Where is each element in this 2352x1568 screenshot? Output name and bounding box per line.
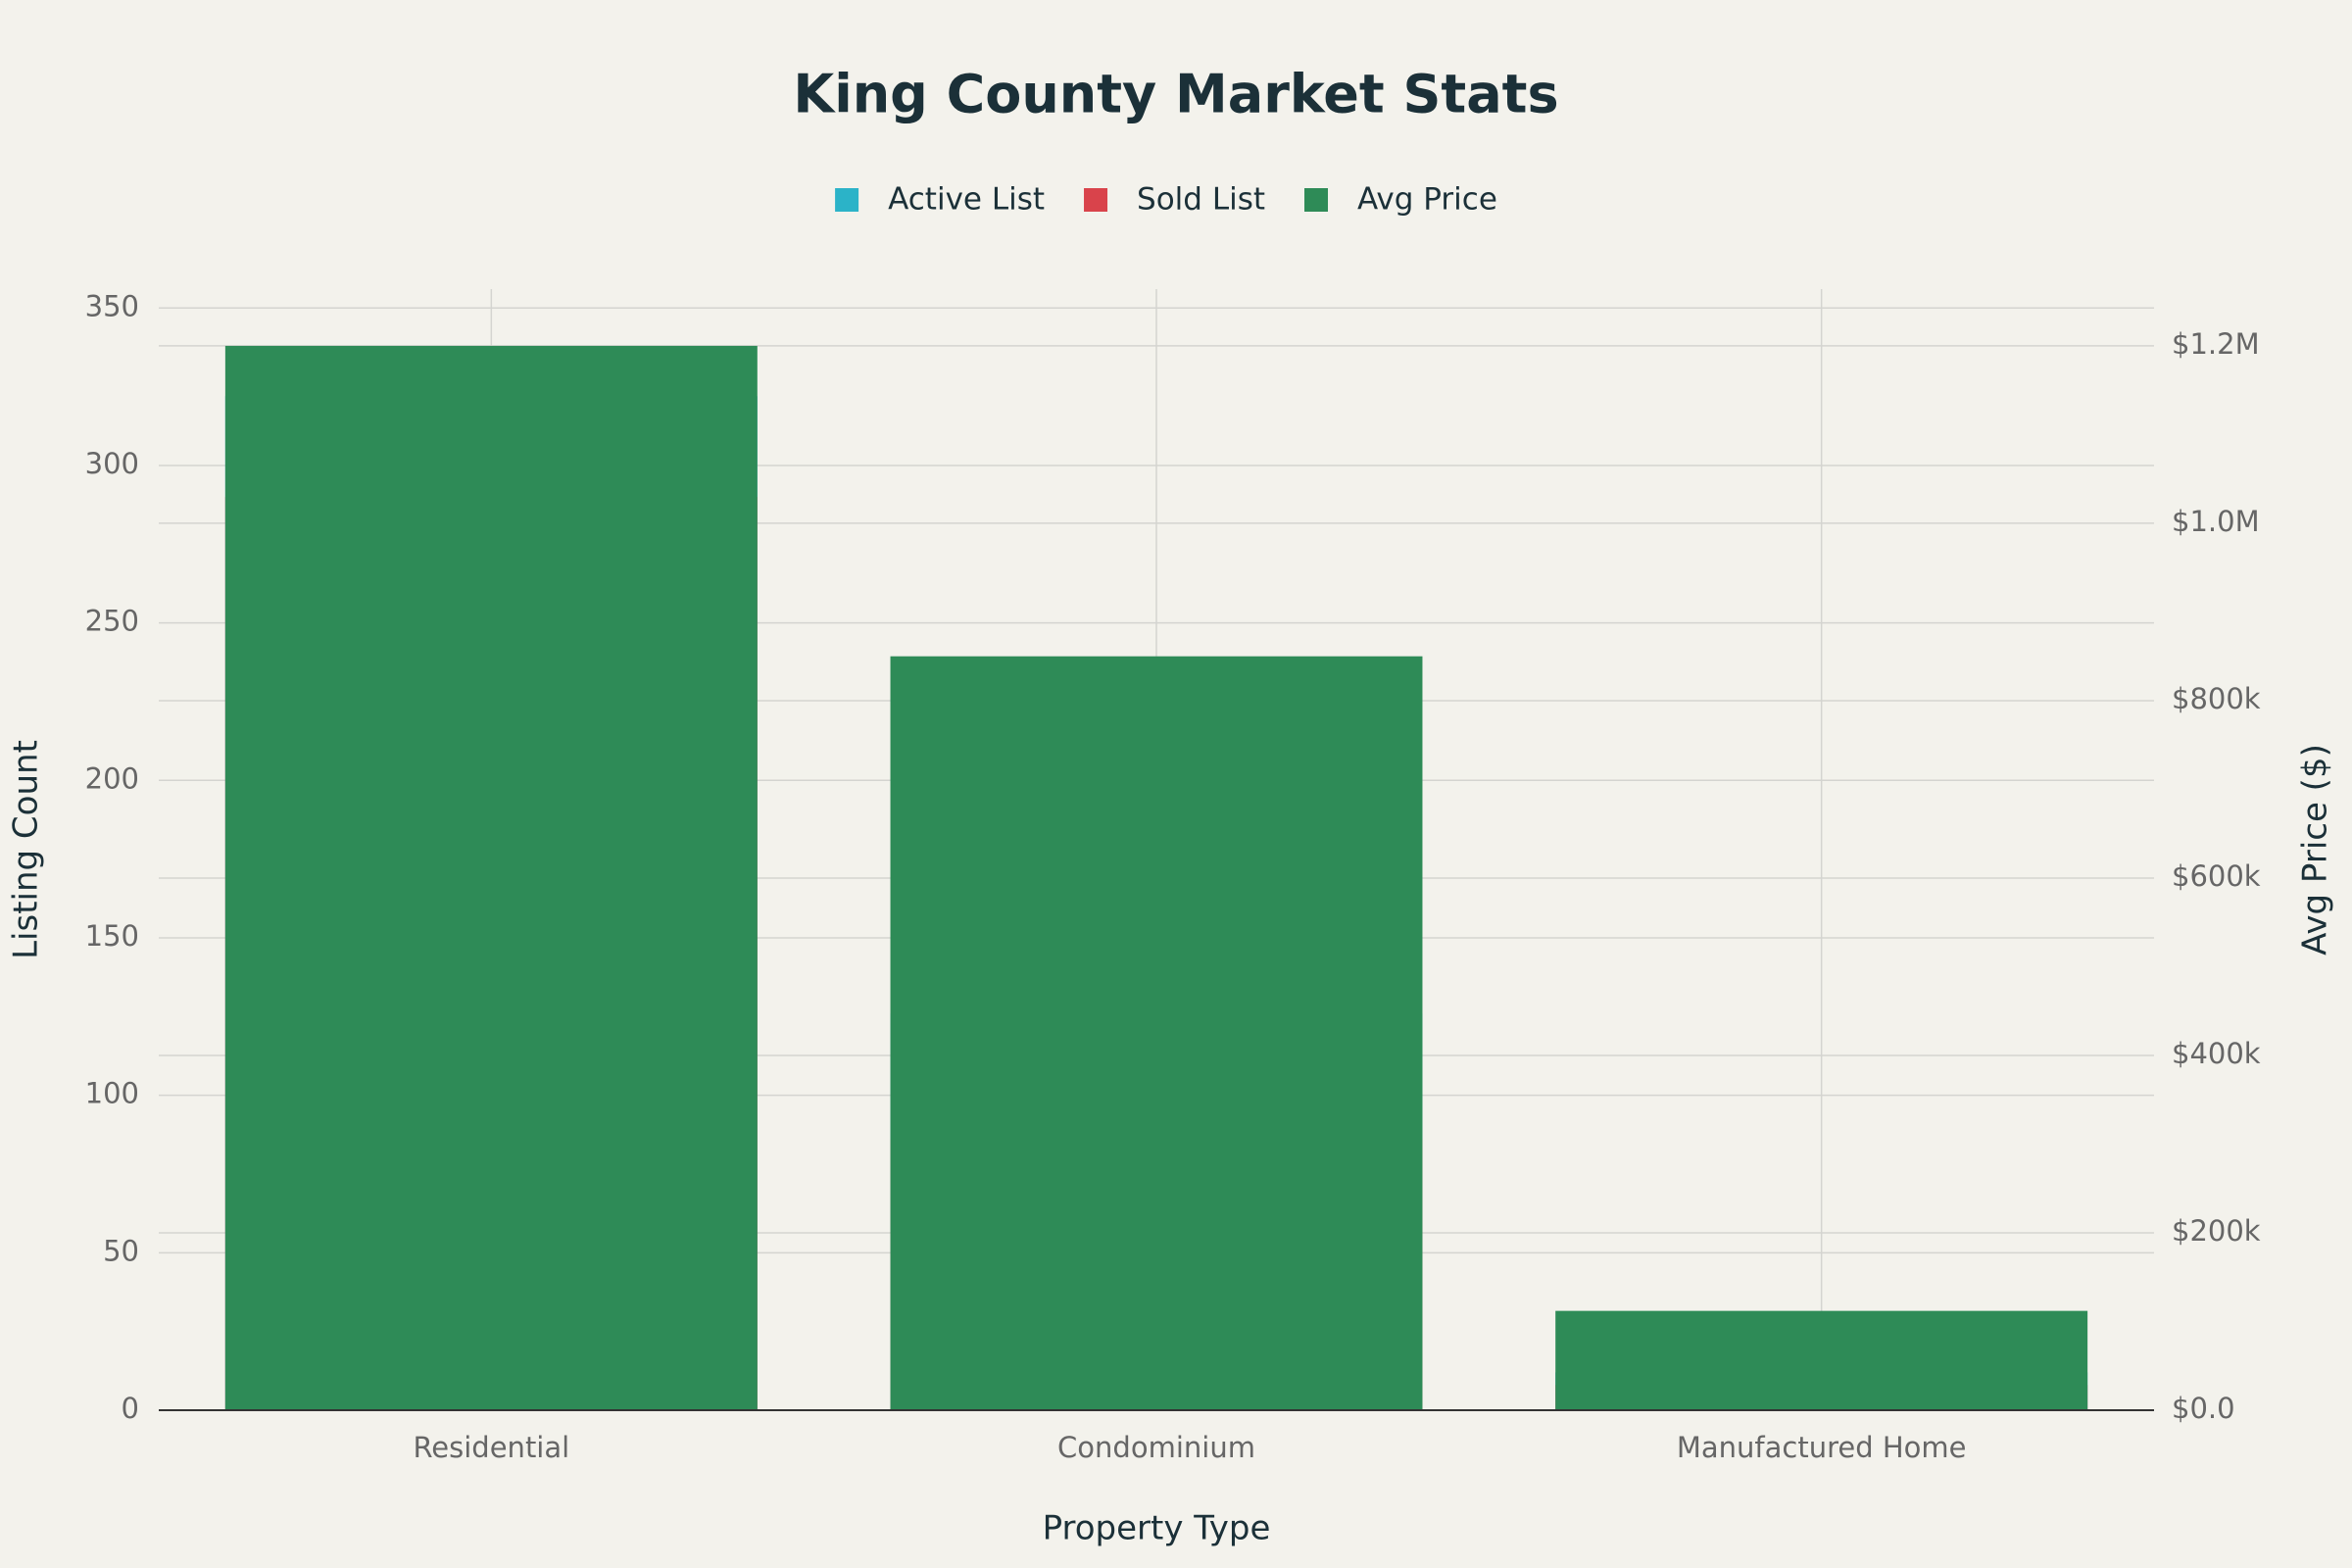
legend-swatch bbox=[1304, 188, 1329, 212]
chart-title: King County Market Stats bbox=[793, 64, 1558, 125]
y2-tick-label: $600k bbox=[2172, 859, 2261, 893]
y-tick-label: 50 bbox=[103, 1234, 139, 1267]
x-tick-label: Condominium bbox=[1057, 1431, 1255, 1464]
y2-tick-label: $1.2M bbox=[2172, 327, 2260, 361]
y-tick-label: 150 bbox=[85, 919, 139, 953]
y2-tick-label: $800k bbox=[2172, 682, 2261, 715]
y2-tick-label: $0.0 bbox=[2172, 1392, 2235, 1425]
y2-tick-label: $200k bbox=[2172, 1214, 2261, 1248]
y-tick-label: 300 bbox=[85, 447, 139, 480]
x-axis-title: Property Type bbox=[1043, 1509, 1271, 1548]
legend-swatch bbox=[1084, 188, 1108, 212]
y2-tick-label: $400k bbox=[2172, 1037, 2261, 1070]
bar bbox=[1555, 1310, 2088, 1410]
legend-swatch bbox=[835, 188, 859, 212]
x-tick-label: Manufactured Home bbox=[1677, 1431, 1967, 1464]
bar bbox=[224, 345, 758, 1410]
y2-axis-title: Avg Price ($) bbox=[2296, 744, 2335, 956]
legend-label: Avg Price bbox=[1357, 182, 1497, 218]
y-tick-label: 200 bbox=[85, 761, 139, 795]
y-tick-label: 0 bbox=[122, 1392, 139, 1425]
y-tick-label: 350 bbox=[85, 289, 139, 322]
y-tick-label: 250 bbox=[85, 605, 139, 638]
legend-label: Active List bbox=[888, 182, 1045, 218]
x-tick-label: Residential bbox=[413, 1431, 569, 1464]
legend-label: Sold List bbox=[1137, 182, 1265, 218]
y-axis-title: Listing Count bbox=[7, 740, 46, 959]
y-tick-label: 100 bbox=[85, 1077, 139, 1110]
y2-tick-label: $1.0M bbox=[2172, 505, 2260, 538]
bar bbox=[890, 656, 1423, 1410]
